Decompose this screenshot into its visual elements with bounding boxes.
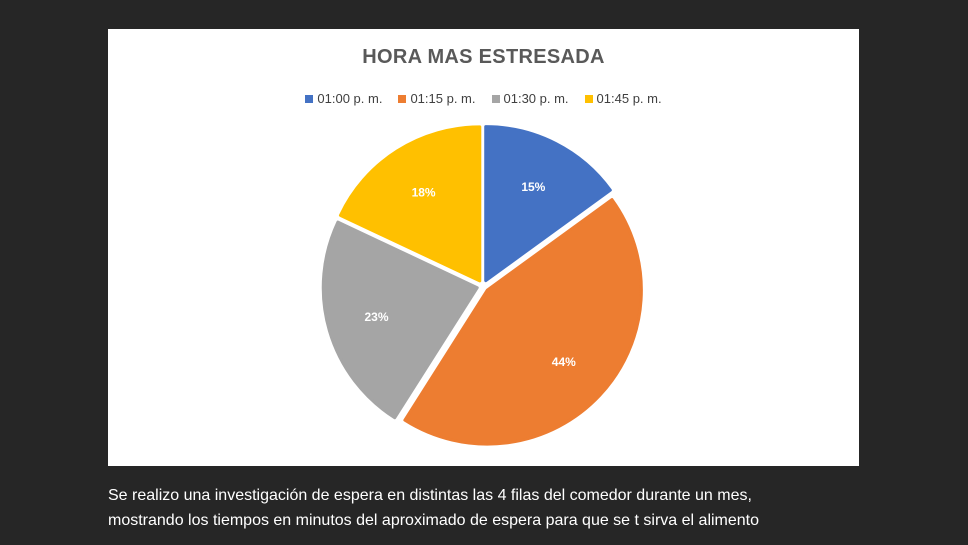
pie-slice-0115 <box>403 198 643 446</box>
legend-swatch <box>398 94 407 103</box>
legend-swatch <box>491 94 500 103</box>
caption-line-2: mostrando los tiempos en minutos del apr… <box>108 512 760 529</box>
caption-line-1: Se realizo una investigación de espera e… <box>108 487 752 504</box>
chart-title: HORA MAS ESTRESADA <box>362 46 605 68</box>
legend-label: 01:30 p. m. <box>503 91 569 106</box>
legend-item: 01:15 p. m. <box>398 91 476 106</box>
chart-legend: 01:00 p. m. 01:15 p. m. 01:30 p. m. 01:4… <box>108 91 859 106</box>
pie-slice-0100 <box>484 125 612 283</box>
pie-chart: 15% 44% 23% 18% <box>321 125 643 446</box>
legend-item: 01:45 p. m. <box>584 91 662 106</box>
legend-item: 01:00 p. m. <box>305 91 382 106</box>
legend-swatch <box>584 94 593 103</box>
pie-slice-0130 <box>321 220 479 420</box>
caption-text: Se realizo una investigación de espera e… <box>108 483 888 533</box>
legend-swatch <box>305 94 314 103</box>
data-label: 15% <box>521 180 545 194</box>
data-label: 18% <box>412 185 436 199</box>
legend-item: 01:30 p. m. <box>491 91 569 106</box>
chart-panel: HORA MAS ESTRESADA 01:00 p. m. 01:15 p. … <box>108 29 859 466</box>
legend-label: 01:45 p. m. <box>596 91 662 106</box>
data-label: 23% <box>365 310 389 324</box>
pie-slice-0145 <box>338 125 482 283</box>
data-label: 44% <box>552 355 576 369</box>
legend-label: 01:15 p. m. <box>410 91 476 106</box>
legend-label: 01:00 p. m. <box>317 91 383 106</box>
